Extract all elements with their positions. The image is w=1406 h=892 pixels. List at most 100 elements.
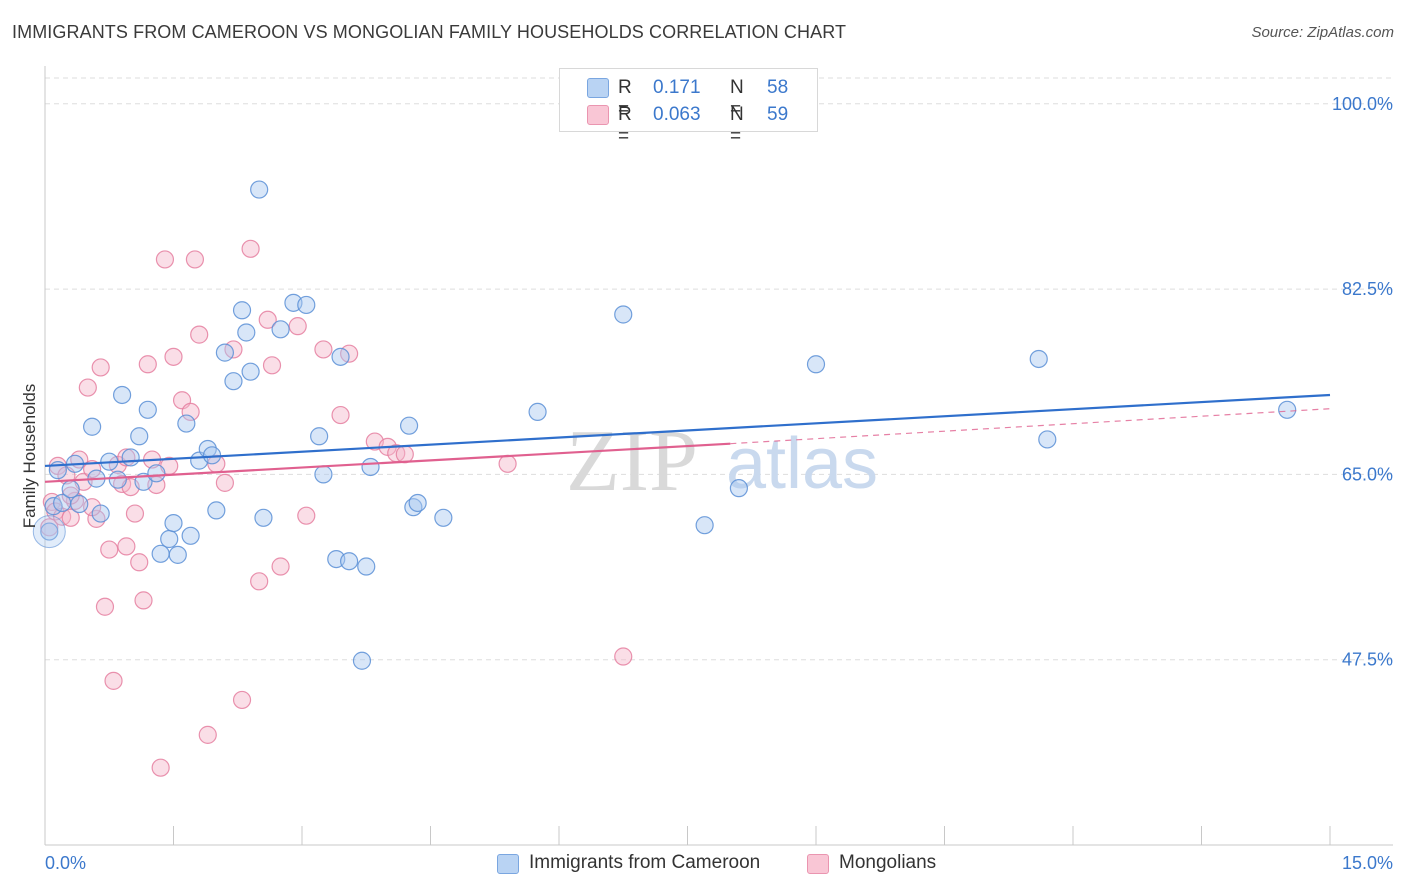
mongolian-point [498, 454, 517, 473]
mongolian-trend-extension [730, 408, 1331, 445]
cameroon-point [70, 494, 89, 514]
cameroon-point [147, 464, 166, 483]
cameroon-point [729, 479, 749, 498]
cameroon-point [130, 427, 149, 446]
mongolian-point [104, 671, 123, 690]
mongolian-point [395, 445, 414, 464]
cameroon-point [151, 544, 170, 563]
mongolian-point [83, 459, 102, 479]
correlation-legend: R = 0.171 N = 58 R = 0.063 N = 59 [559, 68, 818, 147]
legend-label-cameroon: Immigrants from Cameroon [529, 852, 761, 873]
watermark-atlas: atlas [726, 424, 878, 504]
mongolian-point [271, 557, 290, 576]
legend-swatch-pink [807, 854, 829, 874]
cameroon-point [112, 385, 132, 405]
y-axis-label: Family Households [20, 384, 39, 529]
mongolian-point [91, 358, 110, 377]
cameroon-point [177, 414, 196, 433]
cameroon-point [108, 470, 127, 489]
legend-n-label: N = [730, 77, 744, 120]
series-legend: Immigrants from Cameroon Mongolians [0, 852, 1406, 878]
mongolian-point [297, 506, 316, 525]
cameroon-point [215, 343, 234, 362]
cameroon-point [357, 557, 376, 576]
mongolian-point [614, 647, 633, 666]
cameroon-point [138, 400, 157, 419]
cameroon-point [408, 493, 427, 513]
cameroon-point [1029, 349, 1048, 369]
y-tick-label: 82.5% [1342, 279, 1393, 299]
cameroon-point [224, 372, 243, 391]
cameroon-point [160, 529, 179, 549]
cameroon-point [806, 355, 826, 374]
y-tick-label: 65.0% [1342, 464, 1393, 484]
mongolian-point [40, 518, 59, 537]
cameroon-point [331, 347, 350, 366]
mongolian-point [215, 473, 234, 492]
y-tick-label: 100.0% [1332, 94, 1393, 114]
watermark: ZIP atlas [566, 413, 878, 510]
cameroon-point-cluster [32, 515, 66, 549]
legend-r-value: 0.171 [653, 77, 701, 98]
cameroon-point [314, 465, 333, 484]
mongolian-point [78, 378, 97, 397]
cameroon-point [61, 480, 80, 499]
cameroon-point [254, 508, 273, 527]
mongolian-point [164, 347, 183, 366]
cameroon-point [310, 427, 329, 446]
cameroon-point [271, 320, 290, 339]
legend-swatch-blue [587, 78, 609, 98]
y-tick-label: 47.5% [1342, 650, 1393, 670]
mongolian-point [95, 597, 115, 616]
mongolian-point [181, 402, 200, 422]
mongolian-point [250, 572, 269, 591]
cameroon-point [340, 552, 359, 571]
trend-lines [44, 393, 1331, 483]
cameroon-point [181, 526, 200, 545]
cameroon-point [250, 180, 269, 199]
cameroon-point [232, 301, 252, 320]
watermark-zip: ZIP [566, 413, 698, 510]
cameroon-point [241, 362, 260, 381]
legend-n-value: 58 [767, 77, 789, 98]
mongolian-point [100, 540, 119, 559]
cameroon-point [434, 508, 453, 527]
cameroon-point [83, 417, 102, 436]
mongolian-point [61, 508, 80, 527]
mongolian-point [190, 325, 209, 344]
legend-n-value: 59 [767, 104, 789, 125]
mongolians-points [40, 239, 633, 777]
axes [44, 66, 1393, 846]
cameroon-point [399, 416, 419, 435]
mongolian-point [198, 725, 217, 744]
mongolian-point [262, 356, 282, 375]
legend-label-mongolians: Mongolians [839, 852, 937, 873]
chart-title: IMMIGRANTS FROM CAMEROON VS MONGOLIAN FA… [12, 22, 847, 42]
cameroon-point [164, 513, 183, 533]
mongolian-point [155, 250, 175, 269]
mongolian-point [125, 504, 145, 523]
x-tick-label: 0.0% [45, 853, 86, 873]
mongolian-point [288, 317, 307, 336]
mongolian-point [134, 591, 153, 610]
tick-labels: 47.5% 65.0% 82.5% 100.0% 0.0% 15.0% [45, 94, 1393, 873]
mongolian-point [151, 758, 170, 777]
cameroon-trend-line [44, 393, 1331, 468]
cameroon-point [121, 448, 140, 467]
mongolian-point [331, 405, 350, 425]
mongolian-point [130, 553, 149, 572]
mongolian-point [138, 355, 157, 374]
cameroon-point [361, 457, 380, 477]
cameroon-point [528, 402, 547, 422]
mongolian-point [117, 537, 136, 556]
mongolian-trend-line [44, 442, 731, 483]
legend-swatch-pink [587, 105, 609, 125]
legend-r-label: R = [618, 77, 632, 120]
cameroon-point [695, 516, 714, 535]
legend-swatch-blue [497, 854, 519, 874]
cameroon-point [207, 501, 226, 520]
cameroon-point [237, 323, 256, 342]
source-credit: Source: ZipAtlas.com [1251, 24, 1394, 41]
cameroon-point [91, 504, 110, 523]
